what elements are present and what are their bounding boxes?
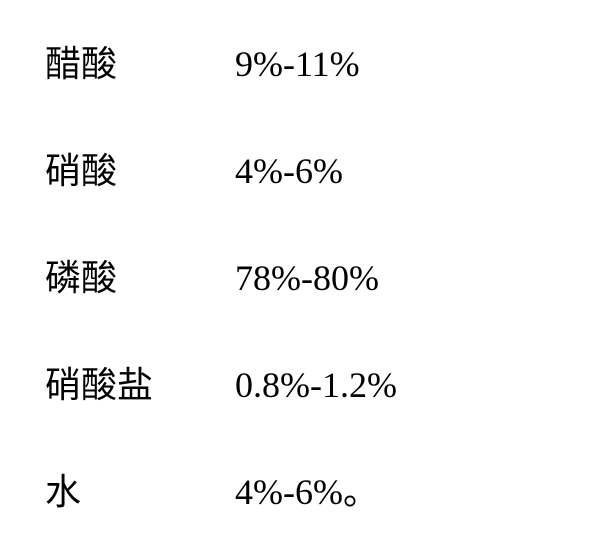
percentage-value: 78%-80% [235,257,379,299]
component-label: 水 [45,463,235,515]
percentage-value: 4%-6%。 [235,463,379,515]
component-label: 磷酸 [45,249,235,301]
table-row: 醋酸 9%-11% [45,35,551,87]
composition-table: 醋酸 9%-11% 硝酸 4%-6% 磷酸 78%-80% 硝酸盐 0.8%-1… [45,35,551,515]
percentage-value: 4%-6% [235,150,343,192]
table-row: 磷酸 78%-80% [45,249,551,301]
table-row: 硝酸 4%-6% [45,142,551,194]
component-label: 醋酸 [45,35,235,87]
table-row: 水 4%-6%。 [45,463,551,515]
percentage-value: 9%-11% [235,43,360,85]
table-row: 硝酸盐 0.8%-1.2% [45,356,551,408]
percentage-value: 0.8%-1.2% [235,364,397,406]
component-label: 硝酸 [45,142,235,194]
component-label: 硝酸盐 [45,356,235,408]
